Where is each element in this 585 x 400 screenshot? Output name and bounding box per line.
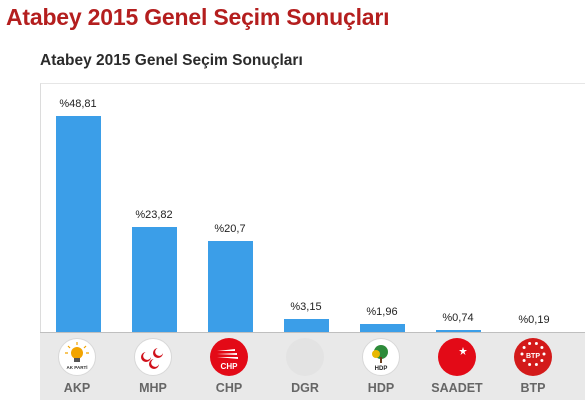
mhp-crescents-icon xyxy=(134,338,172,376)
akp-lightbulb-icon: AK PARTİ xyxy=(58,338,96,376)
btp-stars-icon: BTP xyxy=(514,338,552,376)
svg-text:BTP: BTP xyxy=(526,353,540,360)
bar-akp[interactable] xyxy=(55,116,101,333)
tick-label-btp: BTP xyxy=(520,381,546,395)
bar-mhp[interactable] xyxy=(131,227,177,333)
tick-label-akp: AKP xyxy=(63,381,91,395)
svg-text:AK PARTİ: AK PARTİ xyxy=(67,364,88,370)
svg-text:HDP: HDP xyxy=(375,366,388,372)
bar-chp[interactable] xyxy=(207,241,253,333)
page-title: Atabey 2015 Genel Seçim Sonuçları xyxy=(6,4,390,30)
tick-label-hdp: HDP xyxy=(367,381,395,395)
chp-six-arrows-icon: CHP xyxy=(210,338,248,376)
bar-dgr[interactable] xyxy=(283,319,329,333)
data-label-dgr: %3,15 xyxy=(290,301,322,313)
chart-baseline xyxy=(40,332,585,333)
tick-label-saadet: SAADET xyxy=(431,381,483,395)
chart-title: Atabey 2015 Genel Seçim Sonuçları xyxy=(40,52,303,69)
svg-text:CHP: CHP xyxy=(221,362,239,371)
party-logo-strip: AK PARTİ AKP MHP CHP CHP DGR HDP HDP SAADET BTP BT… xyxy=(40,333,585,400)
data-label-akp: %48,81 xyxy=(59,98,97,110)
data-label-mhp: %23,82 xyxy=(135,209,173,221)
tick-label-dgr: DGR xyxy=(291,381,319,395)
saadet-crescent-star-icon xyxy=(438,338,476,376)
chart-plot-area: %48,81 %23,82 %20,7 %3,15 %1,96 %0,74 %0,19 xyxy=(40,83,585,333)
data-label-saadet: %0,74 xyxy=(442,312,474,324)
hdp-tree-icon: HDP xyxy=(362,338,400,376)
tick-label-mhp: MHP xyxy=(139,381,167,395)
dgr-placeholder-icon xyxy=(286,338,324,376)
data-label-btp: %0,19 xyxy=(518,314,550,326)
tick-label-chp: CHP xyxy=(215,381,243,395)
bar-hdp[interactable] xyxy=(359,324,405,333)
bar-saadet[interactable] xyxy=(435,330,481,333)
data-label-hdp: %1,96 xyxy=(366,306,398,318)
data-label-chp: %20,7 xyxy=(214,223,246,235)
